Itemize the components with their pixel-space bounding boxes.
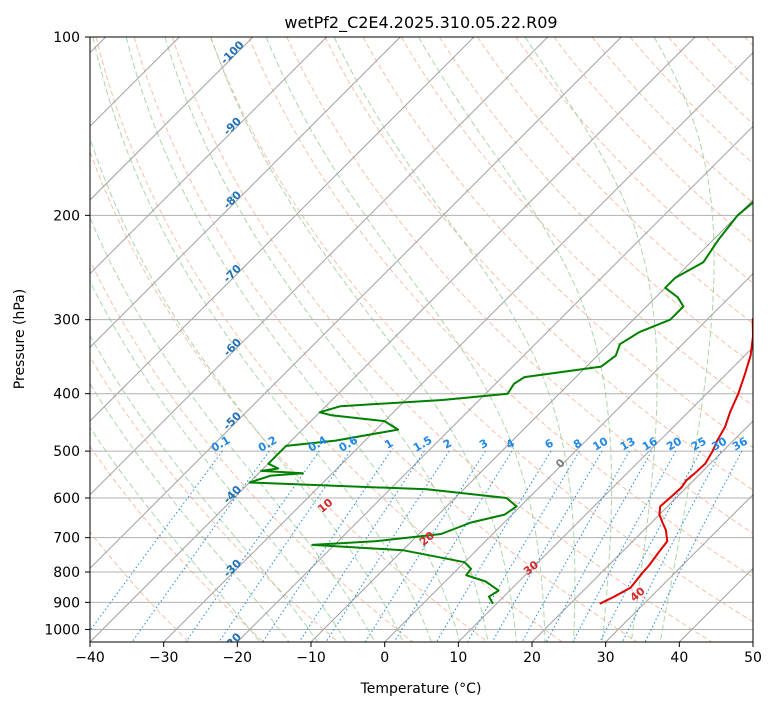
dry-adiabat-label: 10 <box>315 496 335 516</box>
mixing-ratio-line <box>436 451 551 642</box>
dry-adiabat-line <box>592 37 775 642</box>
dry-adiabat-line <box>20 37 413 642</box>
isotherm-line <box>16 37 621 642</box>
isotherm-line <box>753 37 775 642</box>
mixing-ratio-line <box>132 451 269 642</box>
dry-adiabat-line <box>0 37 338 642</box>
dry-adiabat-line <box>58 37 488 642</box>
isotherm-line <box>0 37 400 642</box>
mixing-ratio-line <box>299 451 424 642</box>
moist-adiabat-line <box>419 37 612 642</box>
moist-adiabat-line <box>525 37 657 642</box>
isotherm-label: -100 <box>218 38 247 67</box>
dry-adiabat-label: 30 <box>521 558 541 578</box>
isotherm-line <box>532 37 775 642</box>
dry-adiabat-line <box>554 37 775 642</box>
isotherm-label: -90 <box>221 114 244 137</box>
mixing-ratio-line <box>573 451 676 642</box>
moist-adiabat-label: 0 <box>553 456 568 471</box>
y-tick-label: 800 <box>53 565 80 581</box>
x-tick-label: 0 <box>380 650 389 666</box>
isotherm-label: -10 <box>221 704 244 708</box>
y-tick-label: 1000 <box>44 622 80 638</box>
y-tick-label: 700 <box>53 531 80 547</box>
y-tick-label: 300 <box>53 313 80 329</box>
dry-adiabat-line <box>134 37 637 642</box>
x-axis-label: Temperature (°C) <box>360 681 482 697</box>
isotherm-label: -80 <box>221 188 244 211</box>
chart-title: wetPf2_C2E4.2025.310.05.22.R09 <box>284 13 557 33</box>
x-axis: −40 −30 −20 −10 0 10 20 30 40 50 <box>75 642 762 666</box>
x-tick-label: 20 <box>523 650 541 666</box>
moist-adiabat-line <box>654 37 714 642</box>
isotherm-label: -50 <box>221 409 244 432</box>
dry-adiabat-line <box>0 37 189 642</box>
y-tick-label: 600 <box>53 491 80 507</box>
moist-adiabat-line <box>211 37 517 642</box>
isotherm-line <box>458 37 775 642</box>
x-tick-label: −40 <box>75 650 105 666</box>
isotherm-line <box>311 37 775 642</box>
y-axis: 100 200 300 400 500 600 700 800 900 1000 <box>44 30 90 638</box>
x-tick-label: 50 <box>744 650 762 666</box>
mixing-ratio-label: 4 <box>504 436 517 451</box>
x-tick-label: −20 <box>223 650 253 666</box>
dry-adiabat-line <box>668 37 775 642</box>
y-tick-label: 500 <box>53 444 80 460</box>
mixing-ratio-label: 3 <box>477 437 490 452</box>
dry-adiabat-line <box>172 37 711 642</box>
y-tick-label: 400 <box>53 387 80 403</box>
dry-adiabat-line <box>707 37 775 642</box>
isotherm-line <box>237 37 775 642</box>
moist-adiabat-line <box>38 37 375 642</box>
isotherm-line <box>679 37 775 642</box>
moist-adiabat-line <box>165 37 488 642</box>
x-tick-label: 30 <box>597 650 615 666</box>
x-tick-label: 10 <box>449 650 467 666</box>
x-tick-label: −30 <box>149 650 179 666</box>
x-tick-label: −10 <box>296 650 326 666</box>
x-tick-label: 40 <box>670 650 688 666</box>
isotherm-line <box>0 37 327 642</box>
y-axis-label: Pressure (hPa) <box>12 289 28 389</box>
isotherm-label: -30 <box>221 556 244 579</box>
mixing-ratio-line <box>522 451 629 642</box>
y-tick-label: 900 <box>53 595 80 611</box>
isotherm-label: -70 <box>221 262 244 285</box>
isotherm-line <box>164 37 769 642</box>
y-tick-label: 200 <box>53 208 80 224</box>
mixing-ratio-label: 2 <box>441 437 454 452</box>
isotherm-line <box>385 37 775 642</box>
dry-adiabat-line <box>745 37 775 642</box>
mixing-ratio-line <box>600 451 701 642</box>
moist-adiabat-line <box>0 37 318 642</box>
moist-adiabat-line <box>93 37 431 642</box>
mixing-ratio-line <box>622 451 721 642</box>
mixing-ratio-label: 6 <box>543 436 556 451</box>
y-tick-label: 100 <box>53 30 80 46</box>
dry-adiabat-line <box>363 37 775 642</box>
isotherm-line <box>90 37 695 642</box>
